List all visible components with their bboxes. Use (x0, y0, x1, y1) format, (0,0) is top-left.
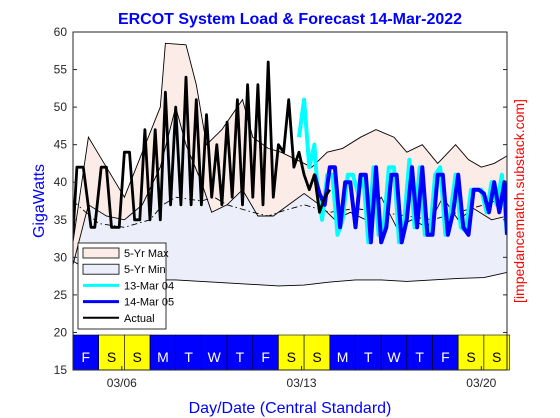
x-tick-label: 03/13 (287, 376, 317, 390)
legend: 5-Yr Max 5-Yr Min 13-Mar 04 14-Mar 05 Actual (77, 242, 174, 330)
day-label: S (287, 349, 296, 365)
day-label: T (184, 349, 193, 365)
day-cell (98, 334, 125, 371)
day-label: S (312, 349, 321, 365)
day-cell (380, 334, 408, 371)
x-tick-label: 03/06 (107, 376, 137, 390)
day-label: F (82, 349, 91, 365)
day-cell (303, 334, 331, 371)
y-axis-label: GigaWatts (31, 164, 48, 238)
y-tick-label: 45 (54, 138, 68, 152)
day-label: F (441, 349, 450, 365)
watermark: [impedancematch.substack.com] (511, 99, 527, 303)
y-tick-label: 30 (54, 250, 68, 264)
day-label: T (415, 349, 424, 365)
day-label: M (337, 349, 349, 365)
day-label: S (466, 349, 475, 365)
y-tick-label: 55 (54, 63, 68, 77)
day-cell (72, 334, 100, 371)
legend-label: 13-Mar 04 (124, 280, 174, 292)
day-label: T (364, 349, 373, 365)
day-label: S (107, 349, 116, 365)
legend-label: 5-Yr Min (124, 264, 166, 276)
y-tick-label: 50 (54, 100, 68, 114)
day-label: W (208, 349, 222, 365)
day-cell (483, 334, 510, 371)
plot-frame (72, 31, 508, 371)
day-cell (457, 334, 485, 371)
legend-label: Actual (124, 313, 155, 325)
day-label: W (387, 349, 401, 365)
day-label: S (492, 349, 501, 365)
legend-label: 5-Yr Max (124, 248, 169, 260)
day-cell (432, 334, 459, 371)
day-label: S (133, 349, 142, 365)
series-actual (73, 60, 331, 235)
y-tick-label: 15 (54, 363, 68, 377)
max-band-line (73, 42, 507, 243)
day-label: F (261, 349, 270, 365)
chart-title: ERCOT System Load & Forecast 14-Mar-2022 (118, 11, 462, 28)
series-14-mar-05 (312, 165, 507, 245)
y-tick-label: 20 (54, 325, 68, 339)
y-axis-ticks: 15 20 25 30 35 40 45 50 55 60 (54, 25, 507, 377)
day-cell (149, 334, 177, 371)
y-tick-label: 60 (54, 25, 68, 39)
legend-swatch (82, 247, 120, 259)
day-cell (355, 334, 382, 371)
day-cell (124, 334, 151, 371)
day-label: T (236, 349, 245, 365)
day-cell (406, 334, 433, 371)
y-tick-label: 40 (54, 175, 68, 189)
x-tick-label: 03/20 (466, 376, 496, 390)
day-label: M (157, 349, 169, 365)
day-cell (175, 334, 202, 371)
legend-swatch (82, 263, 120, 275)
x-axis-ticks: 03/06 03/13 03/20 (107, 366, 497, 390)
line-layer (73, 60, 507, 245)
y-tick-label: 35 (54, 213, 68, 227)
x-axis-label: Day/Date (Central Standard) (189, 400, 392, 417)
legend-label: 14-Mar 05 (124, 297, 174, 309)
y-tick-label: 25 (54, 288, 68, 302)
